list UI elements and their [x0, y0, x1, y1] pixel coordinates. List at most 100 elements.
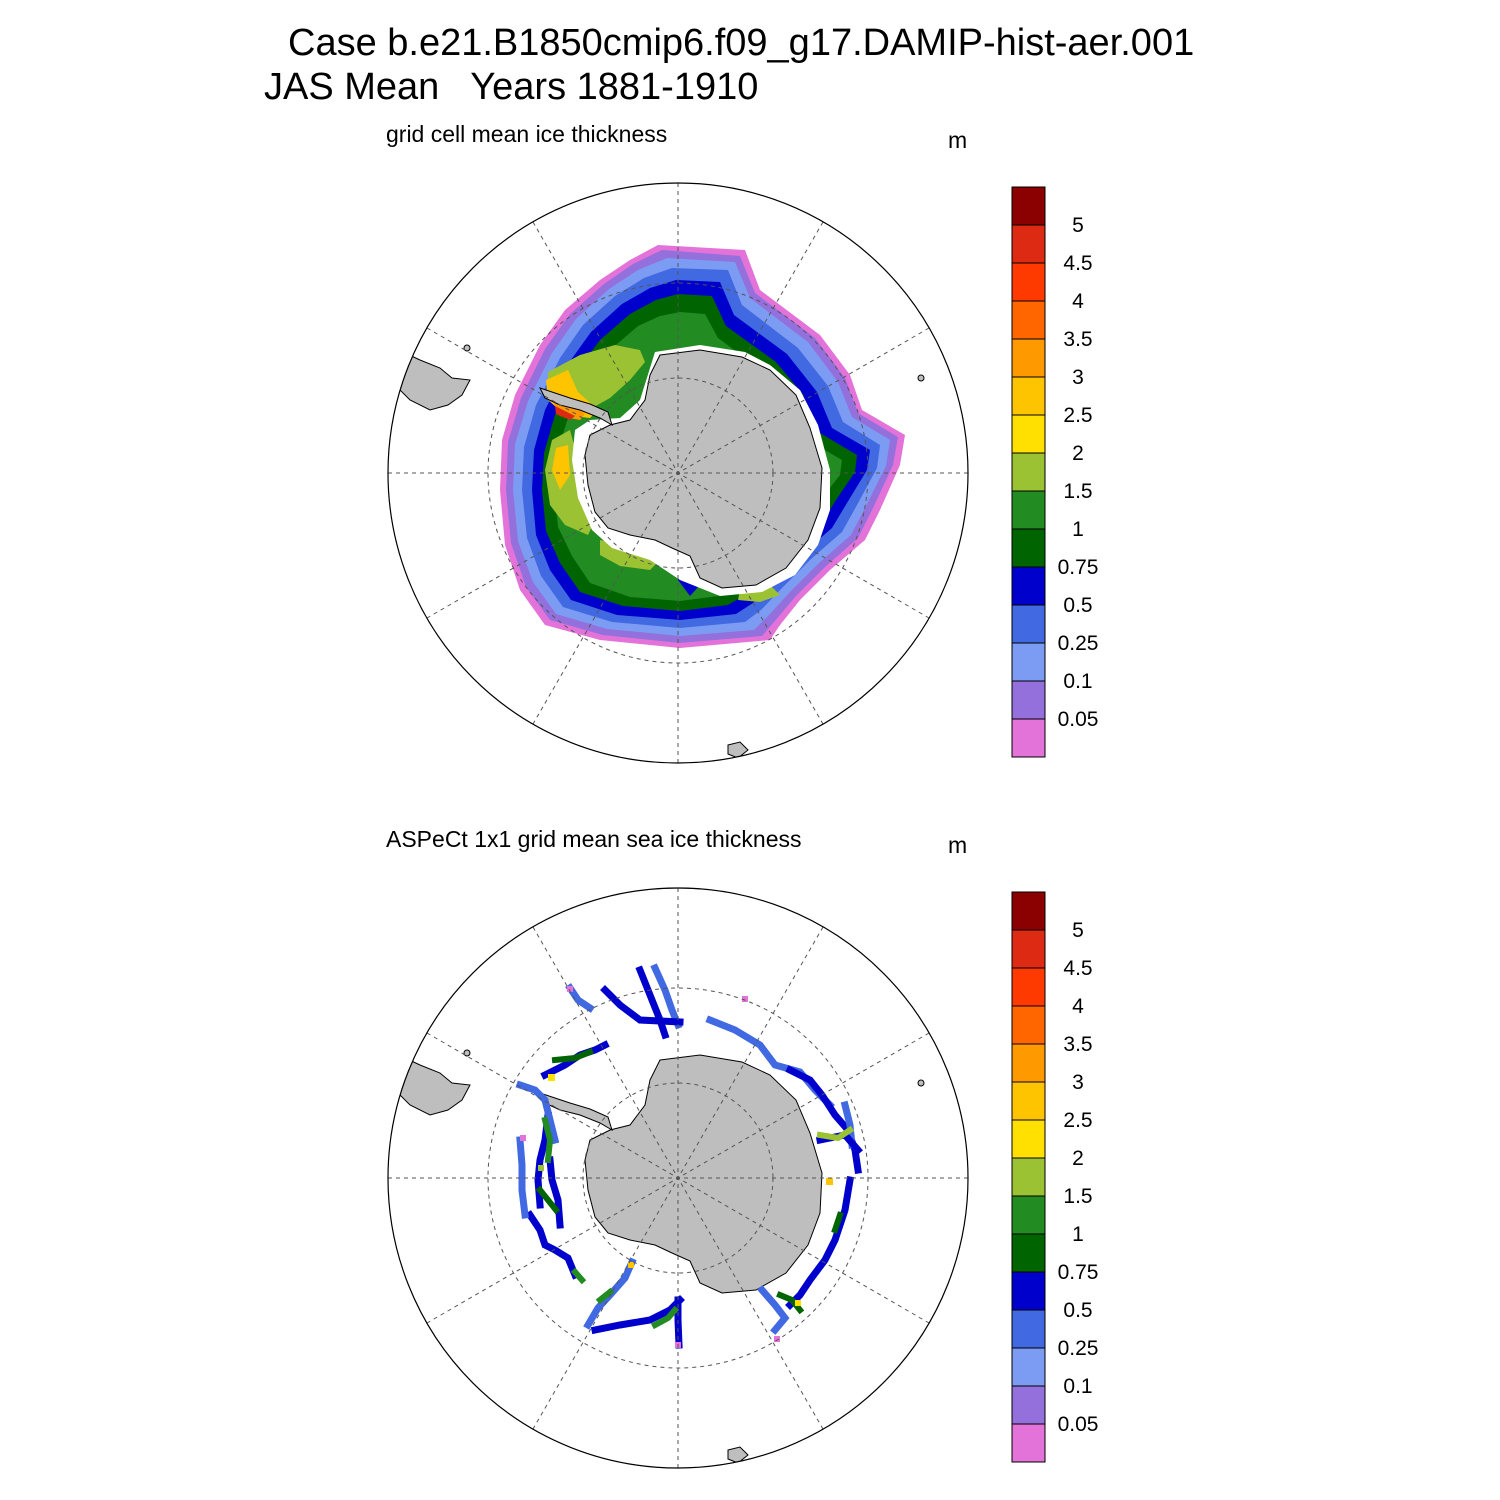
obs-point	[548, 1074, 555, 1081]
colorbar-swatch	[1011, 414, 1046, 454]
ship-track	[546, 1156, 564, 1229]
map1-boundary	[387, 182, 969, 764]
colorbar-tick-label: 3	[1072, 366, 1084, 389]
ship-track-thick-segment	[595, 1287, 615, 1305]
colorbar-swatch	[1011, 452, 1046, 492]
colorbar-tick-label: 2	[1072, 1147, 1084, 1170]
colorbar-swatch	[1011, 929, 1046, 969]
colorbar-tick-label: 0.1	[1063, 1375, 1092, 1398]
colorbar-swatch	[1011, 1233, 1046, 1273]
antarctica-landmass	[584, 349, 823, 589]
colorbar-swatch	[1011, 891, 1046, 931]
antarctica-landmass	[584, 1054, 823, 1294]
colorbar-swatch	[1011, 338, 1046, 378]
ice-patch-2.5-west	[552, 445, 570, 490]
colorbar-swatch	[1011, 376, 1046, 416]
ship-track-thick-segment	[551, 1048, 594, 1064]
colorbar-tick-label: 0.5	[1063, 594, 1092, 617]
ship-track-thick-segment	[776, 1291, 805, 1315]
colorbar-swatch	[1011, 1195, 1046, 1235]
colorbar-swatch	[1011, 1271, 1046, 1311]
aspect-observations-map	[388, 888, 968, 1468]
colorbar-swatch	[1011, 1423, 1046, 1463]
colorbar-tick-label: 1	[1072, 518, 1084, 541]
colorbar-swatch	[1011, 680, 1046, 720]
ship-track-highlights	[535, 1048, 855, 1330]
obs-point	[567, 986, 573, 992]
island	[727, 741, 749, 759]
south-america-tip	[388, 1049, 471, 1116]
island	[917, 374, 925, 382]
colorbar-swatch	[1011, 967, 1046, 1007]
colorbar-tick-label: 0.25	[1058, 1337, 1099, 1360]
ship-track-thick-segment	[570, 1267, 587, 1285]
colorbar-swatch	[1011, 490, 1046, 530]
colorbar-tick-label: 4.5	[1063, 957, 1092, 980]
colorbar-tick-label: 0.75	[1058, 1261, 1099, 1284]
ship-track	[515, 1080, 560, 1145]
ship-track-thick-segment	[541, 1116, 554, 1164]
ship-track	[635, 965, 670, 1040]
figure-title-case: Case b.e21.B1850cmip6.f09_g17.DAMIP-hist…	[288, 22, 1195, 64]
colorbar-tick-label: 0.25	[1058, 632, 1099, 655]
colorbar-tick-label: 2.5	[1063, 1109, 1092, 1132]
colorbar-tick-label: 3	[1072, 1071, 1084, 1094]
ship-track-thick-segment	[535, 1185, 561, 1215]
colorbar-tick-label: 5	[1072, 214, 1084, 237]
ice-patch-4.5	[555, 406, 575, 420]
panel1-unit: m	[948, 127, 968, 153]
colorbar-swatch	[1011, 566, 1046, 606]
ship-track	[525, 1210, 580, 1280]
colorbar-swatch	[1011, 642, 1046, 682]
island	[917, 1079, 925, 1087]
colorbar-tick-label: 1.5	[1063, 480, 1092, 503]
antarctic-peninsula	[539, 387, 613, 427]
map2-boundary	[387, 887, 969, 1469]
ship-track	[785, 1175, 855, 1310]
ship-track-thick-segment	[831, 1211, 844, 1234]
colorbar-swatch	[1011, 1119, 1046, 1159]
obs-point	[774, 1336, 780, 1342]
colorbar-tick-label: 4	[1072, 995, 1084, 1018]
colorbar-tick-label: 1.5	[1063, 1185, 1092, 1208]
colorbar-panel2: 5 4.5 4 3.5 3 2.5 2 1.5 1 0.75 0.5 0.25 0.1 0.05	[1011, 891, 1099, 1463]
colorbar-swatch	[1011, 224, 1046, 264]
panel2-unit: m	[948, 832, 968, 858]
colorbar-tick-label: 0.1	[1063, 670, 1092, 693]
colorbar-swatch	[1011, 1157, 1046, 1197]
colorbar-tick-label: 0.5	[1063, 1299, 1092, 1322]
figure-title-period: JAS Mean Years 1881-1910	[264, 66, 759, 108]
colorbar-swatch	[1011, 604, 1046, 644]
colorbar-swatch	[1011, 1005, 1046, 1045]
colorbar-swatch	[1011, 718, 1046, 758]
graticule	[388, 183, 968, 763]
panel1-subtitle: grid cell mean ice thickness	[386, 121, 668, 147]
colorbar-tick-label: 3.5	[1063, 328, 1092, 351]
colorbar-swatch	[1011, 1385, 1046, 1425]
obs-point	[538, 1165, 544, 1171]
colorbar-swatch	[1011, 528, 1046, 568]
ship-track	[516, 1136, 529, 1219]
island	[463, 344, 471, 352]
ship-track-thick-segment	[816, 1125, 855, 1142]
obs-point	[742, 996, 748, 1002]
colorbar-tick-label: 4.5	[1063, 252, 1092, 275]
island	[727, 1446, 749, 1464]
colorbar-swatch	[1011, 300, 1046, 340]
colorbar-tick-label: 3.5	[1063, 1033, 1092, 1056]
graticule	[388, 888, 968, 1468]
colorbar-swatch	[1011, 186, 1046, 226]
colorbar-tick-label: 1	[1072, 1223, 1084, 1246]
model-ice-thickness-map	[388, 183, 968, 763]
colorbar-swatch	[1011, 262, 1046, 302]
colorbar-tick-label: 0.75	[1058, 556, 1099, 579]
colorbar-tick-label: 2.5	[1063, 404, 1092, 427]
colorbar-swatch	[1011, 1309, 1046, 1349]
obs-point	[795, 1300, 801, 1306]
colorbar-swatch	[1011, 1347, 1046, 1387]
ship-track-thick-segment	[650, 1305, 680, 1330]
ship-track	[650, 963, 683, 1030]
obs-point	[826, 1178, 833, 1185]
colorbar-tick-label: 4	[1072, 290, 1084, 313]
